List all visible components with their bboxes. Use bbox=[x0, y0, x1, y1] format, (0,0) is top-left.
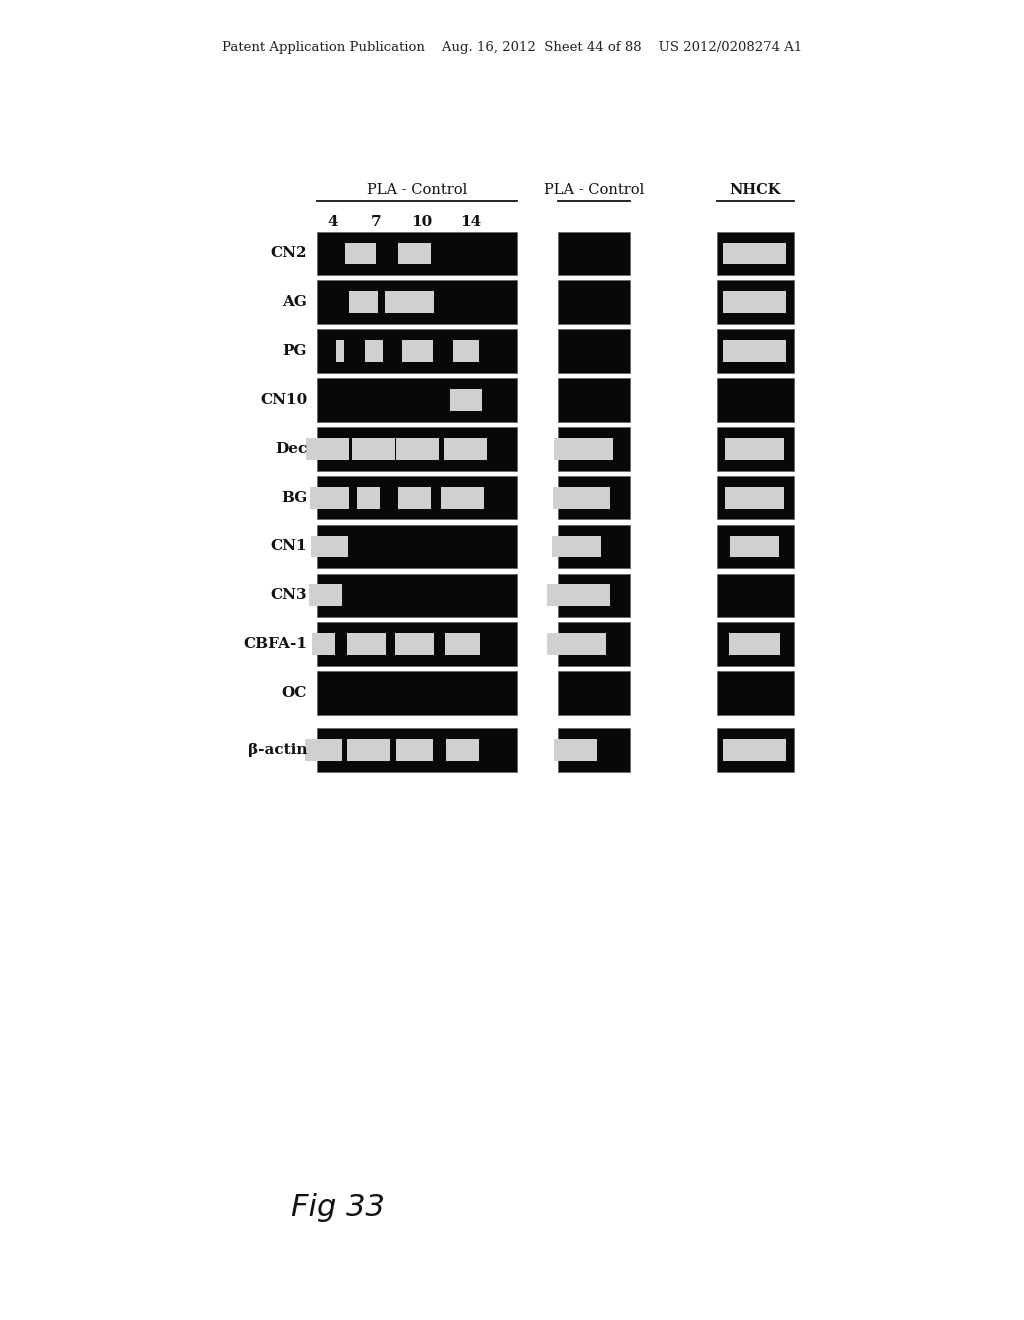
Text: CN2: CN2 bbox=[270, 247, 307, 260]
Bar bbox=[365, 341, 383, 362]
Bar bbox=[317, 524, 517, 568]
Bar bbox=[398, 487, 431, 508]
Bar bbox=[717, 329, 794, 372]
Bar bbox=[558, 623, 630, 667]
Bar bbox=[717, 231, 794, 275]
Bar bbox=[453, 341, 479, 362]
Bar bbox=[558, 729, 630, 771]
Bar bbox=[723, 292, 786, 313]
Bar bbox=[717, 524, 794, 568]
Bar bbox=[317, 329, 517, 372]
Text: OC: OC bbox=[282, 686, 307, 700]
Bar bbox=[347, 634, 386, 655]
Bar bbox=[317, 426, 517, 470]
Bar bbox=[730, 536, 779, 557]
Bar bbox=[357, 487, 380, 508]
Bar bbox=[336, 341, 344, 362]
Bar bbox=[352, 438, 395, 459]
Bar bbox=[717, 573, 794, 616]
Bar bbox=[723, 739, 786, 760]
Text: BG: BG bbox=[281, 491, 307, 504]
Bar bbox=[717, 426, 794, 470]
Bar bbox=[558, 329, 630, 372]
Bar bbox=[725, 438, 784, 459]
Bar bbox=[558, 281, 630, 323]
Bar bbox=[547, 634, 606, 655]
Bar bbox=[402, 341, 433, 362]
Text: Fig 33: Fig 33 bbox=[291, 1193, 385, 1222]
Text: Patent Application Publication    Aug. 16, 2012  Sheet 44 of 88    US 2012/02082: Patent Application Publication Aug. 16, … bbox=[222, 41, 802, 54]
Bar bbox=[441, 487, 484, 508]
Bar bbox=[396, 739, 433, 760]
Bar bbox=[717, 729, 794, 771]
Bar bbox=[558, 672, 630, 715]
Bar bbox=[312, 634, 335, 655]
Bar bbox=[553, 487, 610, 508]
Bar bbox=[554, 438, 613, 459]
Bar bbox=[717, 623, 794, 667]
Bar bbox=[317, 231, 517, 275]
Text: β-actin: β-actin bbox=[248, 743, 307, 756]
Bar bbox=[306, 438, 349, 459]
Bar bbox=[317, 729, 517, 771]
Bar bbox=[717, 378, 794, 422]
Bar bbox=[450, 389, 482, 411]
Bar bbox=[309, 585, 342, 606]
Text: PG: PG bbox=[283, 345, 307, 358]
Bar bbox=[444, 438, 487, 459]
Text: Dec: Dec bbox=[275, 442, 307, 455]
Bar bbox=[317, 672, 517, 715]
Text: PLA - Control: PLA - Control bbox=[544, 182, 644, 197]
Bar bbox=[729, 634, 780, 655]
Bar bbox=[317, 623, 517, 667]
Bar bbox=[396, 438, 439, 459]
Text: NHCK: NHCK bbox=[729, 182, 780, 197]
Bar bbox=[317, 281, 517, 323]
Bar bbox=[345, 243, 376, 264]
Bar bbox=[395, 634, 434, 655]
Bar bbox=[349, 292, 378, 313]
Bar bbox=[347, 739, 390, 760]
Bar bbox=[385, 292, 434, 313]
Bar bbox=[725, 487, 784, 508]
Bar bbox=[445, 634, 480, 655]
Text: CBFA-1: CBFA-1 bbox=[244, 638, 307, 651]
Text: 14: 14 bbox=[461, 215, 481, 228]
Bar bbox=[554, 739, 597, 760]
Bar bbox=[310, 487, 349, 508]
Bar bbox=[558, 378, 630, 422]
Bar bbox=[558, 524, 630, 568]
Bar bbox=[717, 475, 794, 519]
Text: CN1: CN1 bbox=[270, 540, 307, 553]
Text: 4: 4 bbox=[328, 215, 338, 228]
Bar bbox=[547, 585, 610, 606]
Text: CN10: CN10 bbox=[260, 393, 307, 407]
Text: AG: AG bbox=[283, 296, 307, 309]
Bar bbox=[305, 739, 342, 760]
Bar bbox=[311, 536, 348, 557]
Bar bbox=[723, 341, 786, 362]
Bar bbox=[558, 475, 630, 519]
Bar bbox=[446, 739, 479, 760]
Text: 7: 7 bbox=[371, 215, 381, 228]
Bar bbox=[552, 536, 601, 557]
Bar bbox=[717, 672, 794, 715]
Bar bbox=[398, 243, 431, 264]
Bar bbox=[317, 573, 517, 616]
Text: CN3: CN3 bbox=[270, 589, 307, 602]
Bar bbox=[317, 378, 517, 422]
Text: PLA - Control: PLA - Control bbox=[367, 182, 467, 197]
Bar bbox=[558, 231, 630, 275]
Text: 10: 10 bbox=[412, 215, 432, 228]
Bar bbox=[317, 475, 517, 519]
Bar bbox=[723, 243, 786, 264]
Bar bbox=[558, 426, 630, 470]
Bar bbox=[558, 573, 630, 616]
Bar bbox=[717, 281, 794, 323]
